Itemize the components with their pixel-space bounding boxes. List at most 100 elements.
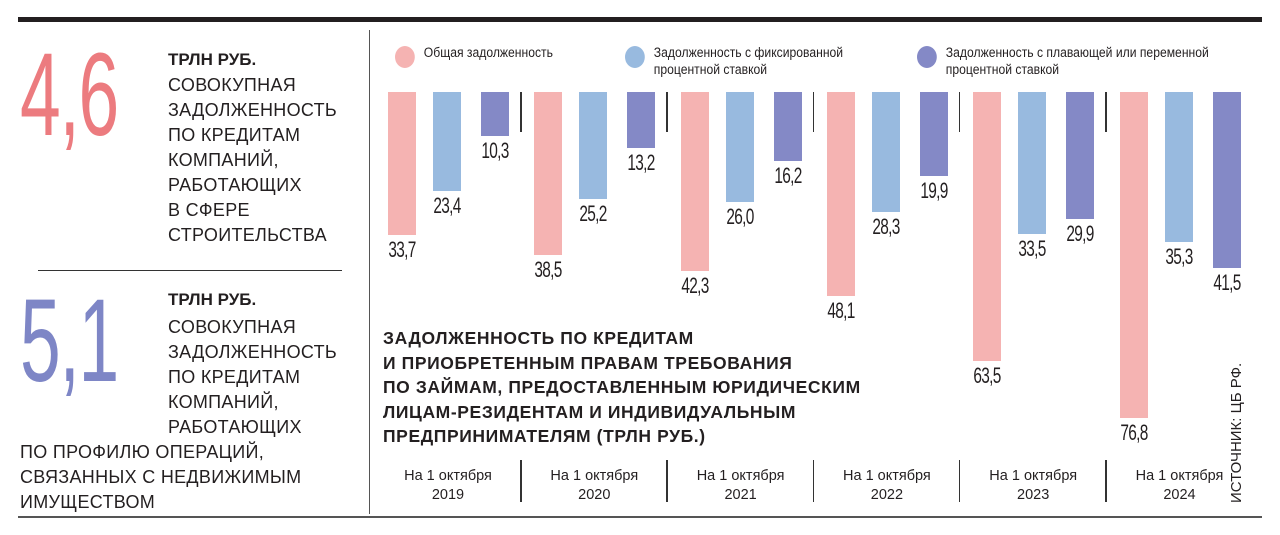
bar-1-2 (627, 92, 656, 148)
x-tick-line: 2023 (1017, 487, 1050, 503)
legend-label: Задолженность с плавающей или переменной… (946, 44, 1209, 78)
description-line: В СФЕРЕ (168, 200, 250, 220)
data-label: 16,2 (773, 162, 802, 188)
description-line: КОМПАНИЙ, (168, 150, 279, 170)
bottom-rule (18, 516, 1262, 518)
legend-label: Общая задолженность (424, 44, 553, 61)
stat1-value: 4,6 (20, 29, 119, 161)
legend-item: Общая задолженность (395, 44, 553, 68)
x-tick-line: На 1 октября (696, 468, 785, 484)
x-tick-line: На 1 октября (550, 468, 639, 484)
x-tick-line: 2021 (724, 487, 757, 503)
x-tick-line: На 1 октября (1135, 468, 1224, 484)
description-line: КОМПАНИЙ, (168, 392, 279, 412)
chart-title: ЗАДОЛЖЕННОСТЬ ПО КРЕДИТАМ И ПРИОБРЕТЕННЫМ… (383, 326, 861, 449)
data-label: 41,5 (1212, 269, 1241, 295)
description-line: ЗАДОЛЖЕННОСТЬ (168, 342, 338, 362)
chart-title-line: ПРЕДПРИНИМАТЕЛЯМ (ТРЛН РУБ.) (383, 426, 706, 446)
panel-divider (369, 30, 370, 514)
data-label: 63,5 (973, 363, 1002, 389)
bar-4-2 (1066, 92, 1095, 219)
legend-label-line: процентной ставкой (945, 62, 1060, 77)
description-line: ЗАДОЛЖЕННОСТЬ (168, 100, 338, 120)
legend-label-line: Общая задолженность (423, 45, 553, 60)
stat-divider (38, 270, 342, 271)
axis-separator (812, 460, 815, 502)
bar-0-0 (388, 92, 416, 235)
chart-title-line: ПО ЗАЙМАМ, ПРЕДОСТАВЛЕННЫМ ЮРИДИЧЕСКИМ (383, 377, 861, 397)
data-label: 35,3 (1164, 243, 1193, 269)
bar-2-2 (773, 92, 802, 161)
description-line: РАБОТАЮЩИХ (168, 175, 302, 195)
x-tick-label: На 1 октября 2023 (963, 467, 1103, 505)
legend-label-line: процентной ставкой (653, 62, 768, 77)
bar-4-1 (1018, 92, 1047, 235)
x-tick-label: На 1 октября 2019 (378, 467, 518, 505)
legend-swatch (917, 46, 937, 68)
data-label: 48,1 (827, 297, 855, 323)
group-separator (520, 92, 522, 132)
bar-1-1 (579, 92, 608, 199)
description-line: РАБОТАЮЩИХ (168, 417, 302, 437)
x-tick-line: 2022 (870, 487, 904, 503)
bar-4-0 (973, 92, 1002, 362)
description-line: ПО КРЕДИТАМ (168, 367, 301, 387)
x-tick-line: На 1 октября (843, 468, 931, 484)
bar-5-0 (1119, 92, 1148, 418)
bar-2-0 (680, 92, 709, 272)
axis-separator (1105, 460, 1107, 502)
top-rule (18, 17, 1262, 22)
data-label: 33,7 (388, 236, 416, 262)
bar-2-1 (725, 92, 754, 203)
group-separator (666, 92, 668, 132)
bar-5-2 (1212, 92, 1241, 268)
description-line: СТРОИТЕЛЬСТВА (168, 225, 327, 245)
bar-3-0 (826, 92, 855, 296)
data-label: 42,3 (680, 273, 709, 299)
source-note: ИСТОЧНИК: ЦБ РФ. (1228, 362, 1245, 503)
x-tick-label: На 1 октября 2024 (1110, 467, 1250, 505)
data-label: 38,5 (534, 257, 563, 283)
chart-title-line: ЛИЦАМ-РЕЗИДЕНТАМ И ИНДИВИДУАЛЬНЫМ (383, 401, 797, 422)
legend-label-line: Задолженность с фиксированной (653, 45, 844, 60)
chart-title-line: И ПРИОБРЕТЕННЫМ ПРАВАМ ТРЕБОВАНИЯ (383, 352, 793, 373)
legend-swatch (395, 46, 415, 68)
bar-3-1 (871, 92, 900, 212)
data-label: 28,3 (872, 213, 900, 239)
x-tick-line: 2024 (1163, 487, 1196, 503)
x-tick-label: На 1 октября 2020 (524, 467, 664, 505)
bar-0-2 (481, 92, 509, 136)
stat1-unit: ТРЛН РУБ. (168, 50, 257, 69)
stat1-description: СОВОКУПНАЯ ЗАДОЛЖЕННОСТЬ ПО КРЕДИТАМ КОМПАН… (168, 73, 337, 248)
bar-3-2 (919, 92, 948, 177)
data-label: 10,3 (481, 137, 509, 163)
bar-0-1 (433, 92, 461, 192)
data-label: 76,8 (1119, 419, 1148, 445)
legend-label: Задолженность с фиксированной процентной … (654, 44, 843, 78)
stat2-description: СОВОКУПНАЯ ЗАДОЛЖЕННОСТЬ ПО КРЕДИТАМ КОМПАН… (20, 315, 338, 515)
description-line: ПО ПРОФИЛЮ ОПЕРАЦИЙ, (20, 442, 265, 462)
axis-separator (958, 460, 961, 502)
data-label: 19,9 (920, 178, 948, 204)
legend-item: Задолженность с фиксированной процентной … (625, 44, 843, 78)
x-tick-label: На 1 октября 2021 (671, 467, 811, 505)
description-line: ИМУЩЕСТВОМ (20, 492, 156, 512)
data-label: 25,2 (579, 200, 608, 226)
axis-separator (666, 460, 668, 502)
data-label: 26,0 (725, 204, 754, 230)
x-tick-line: 2019 (431, 487, 465, 503)
bar-5-1 (1164, 92, 1193, 242)
data-label: 13,2 (627, 149, 656, 175)
data-label: 33,5 (1018, 236, 1047, 262)
axis-separator (520, 460, 522, 502)
chart-title-line: ЗАДОЛЖЕННОСТЬ ПО КРЕДИТАМ (383, 328, 694, 348)
description-line: СОВОКУПНАЯ (168, 75, 297, 95)
legend-swatch (625, 46, 645, 68)
description-line: ПО КРЕДИТАМ (168, 125, 301, 145)
description-line: СОВОКУПНАЯ (168, 317, 297, 337)
group-separator (812, 92, 815, 132)
group-separator (958, 92, 961, 132)
description-line: СВЯЗАННЫХ С НЕДВИЖИМЫМ (20, 467, 302, 487)
data-label: 23,4 (433, 193, 461, 219)
x-tick-line: 2020 (578, 487, 611, 503)
